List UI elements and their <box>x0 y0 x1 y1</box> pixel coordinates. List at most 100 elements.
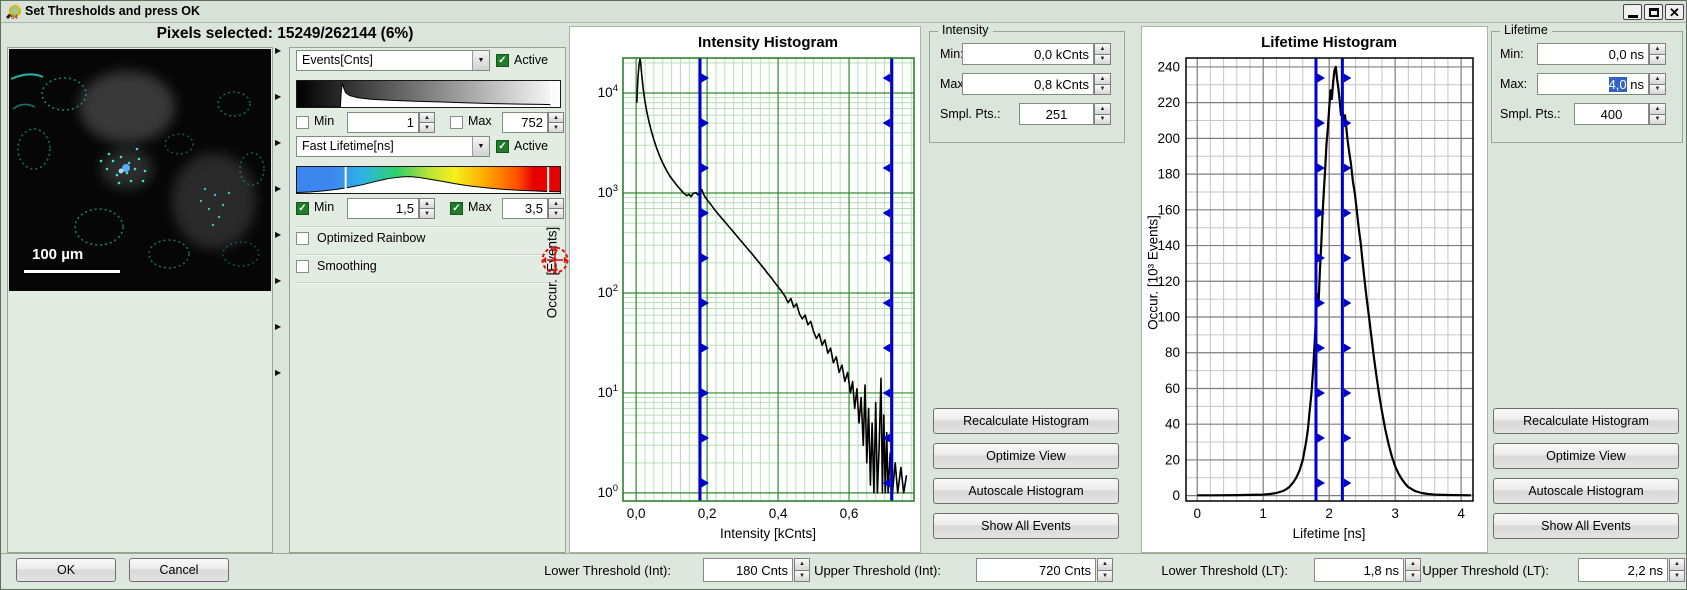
lower-threshold-int-label: Lower Threshold (Int): <box>544 563 671 578</box>
splitter-arrow-icon[interactable]: ▶ <box>275 138 282 147</box>
svg-text:0,6: 0,6 <box>840 506 859 521</box>
channel2-active-checkbox[interactable]: ✓ <box>496 140 509 153</box>
lifetime-smpl-stepper[interactable]: ▲ ▼ <box>1649 103 1666 125</box>
minimize-icon <box>1627 14 1638 18</box>
channel2-max-stepper[interactable]: ▲ ▼ <box>548 198 564 219</box>
channel2-select[interactable]: Fast Lifetime[ns] ▼ <box>296 136 490 157</box>
spin-down-icon: ▼ <box>548 208 564 219</box>
pixels-selected-header: Pixels selected: 15249/262144 (6%) <box>156 25 414 42</box>
splitter-arrow-icon[interactable]: ▶ <box>275 184 282 193</box>
lower-threshold-int-stepper[interactable]: ▲ ▼ <box>794 558 810 582</box>
intensity-autoscale-button[interactable]: Autoscale Histogram <box>933 478 1119 504</box>
intensity-recalculate-button[interactable]: Recalculate Histogram <box>933 408 1119 434</box>
close-button[interactable]: ✕ <box>1665 4 1684 20</box>
lifetime-max-stepper[interactable]: ▲ ▼ <box>1649 73 1666 95</box>
window-title: Set Thresholds and press OK <box>25 4 201 18</box>
cancel-button[interactable]: Cancel <box>129 558 229 582</box>
smoothing-label: Smoothing <box>317 259 377 273</box>
scale-bar-label: 100 µm <box>32 246 84 263</box>
channel2-min-label: Min <box>314 200 335 214</box>
lifetime-recalculate-button[interactable]: Recalculate Histogram <box>1493 408 1679 434</box>
intensity-smpl-field[interactable]: 251 <box>1019 103 1094 125</box>
lifetime-smpl-field[interactable]: 400 <box>1574 103 1649 125</box>
splitter-arrow-icon[interactable]: ▶ <box>275 368 282 377</box>
lower-threshold-lt-stepper[interactable]: ▲ ▼ <box>1405 558 1421 582</box>
lifetime-groupbox: Lifetime Min: 0,0 ns ▲ ▼ Max: 4,0 ns ▲ ▼ S… <box>1491 23 1683 143</box>
channel1-selected-option: Events[Cnts] <box>302 53 373 67</box>
lifetime-min-stepper[interactable]: ▲ ▼ <box>1649 43 1666 65</box>
lifetime-groupbox-title: Lifetime <box>1500 23 1552 37</box>
spin-down-icon: ▼ <box>1669 569 1685 582</box>
intensity-max-field[interactable]: 0,8 kCnts <box>962 73 1094 95</box>
splitter-arrow-icon[interactable]: ▶ <box>275 276 282 285</box>
svg-text:4: 4 <box>1457 506 1465 521</box>
lifetime-autoscale-button[interactable]: Autoscale Histogram <box>1493 478 1679 504</box>
upper-threshold-int-stepper[interactable]: ▲ ▼ <box>1097 558 1113 582</box>
divider <box>295 226 560 228</box>
splitter-arrow-icon[interactable]: ▶ <box>275 322 282 331</box>
title-bar[interactable]: 64 Set Thresholds and press OK ✕ <box>1 1 1686 23</box>
intensity-optimize-view-button[interactable]: Optimize View <box>933 443 1119 469</box>
channel1-max-checkbox[interactable]: ✓ <box>450 116 463 129</box>
intensity-histogram-chart[interactable]: 0,0 0,2 0,4 0,6 100 101 102 103 104 <box>569 26 921 553</box>
splitter-arrow-icon[interactable]: ▶ <box>275 230 282 239</box>
intensity-min-stepper[interactable]: ▲ ▼ <box>1094 43 1111 65</box>
upper-threshold-lt-stepper[interactable]: ▲ ▼ <box>1669 558 1685 582</box>
chevron-down-icon[interactable]: ▼ <box>472 137 489 156</box>
spin-down-icon: ▼ <box>548 122 564 133</box>
smoothing-checkbox[interactable]: ✓ <box>296 260 309 273</box>
channel1-min-stepper[interactable]: ▲ ▼ <box>419 112 435 133</box>
selected-text: 4,0 <box>1608 76 1627 92</box>
optimized-rainbow-checkbox[interactable]: ✓ <box>296 232 309 245</box>
intensity-smpl-stepper[interactable]: ▲ ▼ <box>1094 103 1111 125</box>
ok-button[interactable]: OK <box>16 558 116 582</box>
intensity-gradient-bar[interactable] <box>296 80 561 108</box>
channel2-min-checkbox[interactable]: ✓ <box>296 202 309 215</box>
cursor-target-icon[interactable] <box>537 242 573 278</box>
panel-splitter-arrows[interactable]: ▶ ▶ ▶ ▶ ▶ ▶ ▶ ▶ <box>275 47 287 427</box>
intensity-max-stepper[interactable]: ▲ ▼ <box>1094 73 1111 95</box>
lifetime-show-all-events-button[interactable]: Show All Events <box>1493 513 1679 539</box>
channel2-max-field[interactable]: 3,5 <box>502 198 548 219</box>
svg-text:140: 140 <box>1157 238 1180 253</box>
lifetime-max-field[interactable]: 4,0 ns <box>1537 73 1649 95</box>
lifetime-y-axis-label: Occur. [10³ Events] <box>1145 215 1161 330</box>
lifetime-gradient-bar[interactable] <box>296 166 561 194</box>
channel2-min-field[interactable]: 1,5 <box>347 198 419 219</box>
upper-threshold-int-field[interactable]: 720 Cnts <box>976 558 1096 582</box>
svg-text:102: 102 <box>598 283 618 300</box>
channel1-active-checkbox[interactable]: ✓ <box>496 54 509 67</box>
lower-threshold-int-field[interactable]: 180 Cnts <box>703 558 793 582</box>
channel1-min-field[interactable]: 1 <box>347 112 419 133</box>
intensity-show-all-events-button[interactable]: Show All Events <box>933 513 1119 539</box>
svg-text:100: 100 <box>1157 310 1180 325</box>
maximize-button[interactable] <box>1644 4 1663 20</box>
intensity-smpl-label: Smpl. Pts.: <box>940 107 1001 121</box>
channel1-max-stepper[interactable]: ▲ ▼ <box>548 112 564 133</box>
unit-text: ns <box>1626 76 1644 92</box>
lifetime-min-label: Min: <box>1500 47 1524 61</box>
svg-text:104: 104 <box>598 83 618 100</box>
chevron-down-icon[interactable]: ▼ <box>472 51 489 70</box>
minimize-button[interactable] <box>1623 4 1642 20</box>
lower-threshold-lt-field[interactable]: 1,8 ns <box>1314 558 1404 582</box>
svg-text:0,2: 0,2 <box>698 506 717 521</box>
channel1-min-checkbox[interactable]: ✓ <box>296 116 309 129</box>
splitter-arrow-icon[interactable]: ▶ <box>275 46 282 55</box>
channel2-max-checkbox[interactable]: ✓ <box>450 202 463 215</box>
svg-text:220: 220 <box>1157 95 1180 110</box>
splitter-arrow-icon[interactable]: ▶ <box>275 92 282 101</box>
channel1-max-field[interactable]: 752 <box>502 112 548 133</box>
lifetime-min-field[interactable]: 0,0 ns <box>1537 43 1649 65</box>
channel1-select[interactable]: Events[Cnts] ▼ <box>296 50 490 71</box>
svg-text:100: 100 <box>598 483 618 500</box>
upper-threshold-lt-field[interactable]: 2,2 ns <box>1578 558 1668 582</box>
intensity-min-field[interactable]: 0,0 kCnts <box>962 43 1094 65</box>
channel2-min-stepper[interactable]: ▲ ▼ <box>419 198 435 219</box>
spin-down-icon: ▼ <box>1649 83 1666 95</box>
intensity-gradient-histogram <box>297 81 560 107</box>
scale-bar <box>24 270 120 273</box>
lifetime-optimize-view-button[interactable]: Optimize View <box>1493 443 1679 469</box>
specimen-image <box>9 49 271 291</box>
